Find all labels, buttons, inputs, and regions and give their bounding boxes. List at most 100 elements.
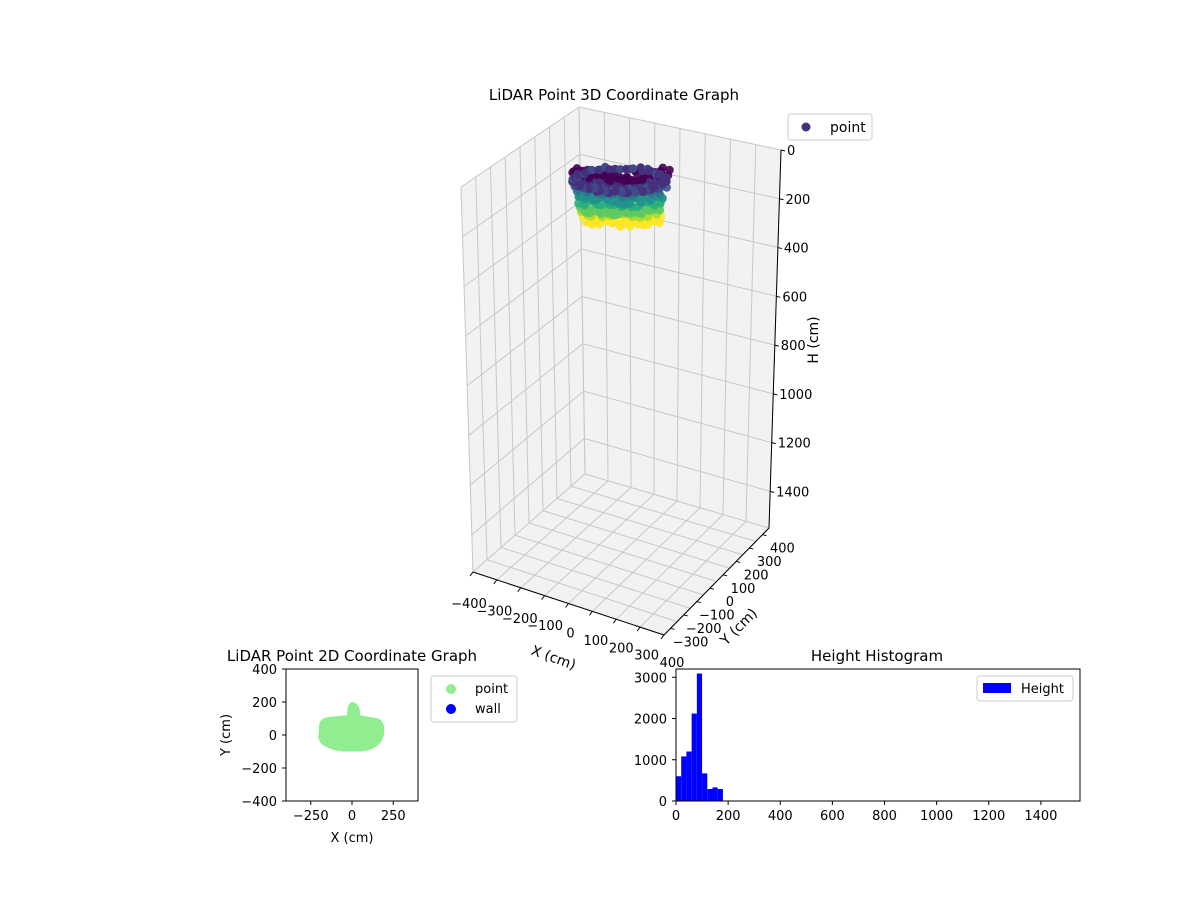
axis-spine-3d [472,149,782,636]
y-axis-label-2d: Y (cm) [219,714,234,757]
x-tick-label-2d: 250 [381,809,406,824]
y-tick [722,574,728,577]
y-tick-label-hist: 0 [659,795,667,810]
x-tick-label: −100 [527,619,563,634]
x-tick-label: −200 [502,612,538,627]
x-tick-label: 300 [634,649,659,664]
z-tick [771,442,776,445]
x-tick-label: −300 [477,604,513,619]
y-tick [736,560,741,563]
y-gridline [563,116,757,542]
z-tick-label: 0 [787,144,795,159]
legend-histogram-label: Height [1021,682,1064,697]
z-tick-label: 200 [785,193,810,208]
legend-2d-wall-marker [446,704,456,714]
x-tick-label-hist: 1000 [920,809,953,824]
y-tick-label-hist: 3000 [634,671,667,686]
z-tick [774,344,779,347]
x-tick-label-hist: 1400 [1024,809,1057,824]
y-tick-label-hist: 1000 [634,754,667,769]
z-tick [780,149,786,152]
z-tick [777,247,783,250]
y-gridline [490,166,691,609]
z-tick [776,295,781,298]
x-tick [493,579,498,585]
x-tick [588,611,593,616]
legend-histogram: Height [976,675,1074,702]
x-tick [469,571,474,577]
point-cluster-2d [318,702,385,752]
legend-histogram-box [976,675,1074,702]
y-tick-label: −100 [699,609,735,624]
histogram-bar [717,789,723,801]
x-tick-label: 400 [660,656,685,671]
point-3d [597,201,606,210]
ticks-histogram: 0 200 400 600 800 1000 1200 1400 0 1000 2000 3000 [634,671,1058,824]
z-axis-label: H (cm) [806,316,822,363]
histogram-bar [676,776,682,801]
legend-3d: point [787,113,873,141]
y-tick [670,627,675,630]
chart-3d: LiDAR Point 3D Coordinate Graph 02004006… [451,86,873,674]
histogram-bars [676,673,723,801]
y-tick-label: 0 [726,595,734,610]
legend-3d-point-marker [801,122,811,132]
z-tick-label: 400 [784,242,809,257]
z-tick [773,393,778,396]
y-tick [696,601,701,604]
z-tick-label: 1000 [779,388,812,403]
legend-2d: point wall [430,675,518,723]
histogram-bar [712,787,718,801]
histogram-bar [696,673,703,801]
x-axis-label: X (cm) [529,643,578,674]
y-tick-label: 100 [731,582,756,597]
ticks-2d: −250 0 250 400 200 0 −200 −400 [241,663,405,824]
y-tick-label: 400 [770,542,795,557]
point-cluster-2d-shape [318,702,385,752]
x-tick-label-hist: 0 [672,809,680,824]
x-tick [636,626,641,632]
histogram-bar [707,789,713,801]
x-tick [517,587,522,593]
z-tick-label: 600 [782,290,807,305]
x-axis-label-2d: X (cm) [331,831,374,846]
y-tick [683,614,688,617]
histogram-bar [686,751,692,801]
point-3d [658,163,667,172]
x-tick-label: 200 [609,641,634,656]
y-tick [762,534,767,537]
x-tick-label-hist: 400 [768,809,793,824]
z-tick [779,198,784,201]
chart-3d-title: LiDAR Point 3D Coordinate Graph [489,86,739,104]
z-tick-label: 1400 [776,485,809,500]
histogram-bar [702,773,708,801]
point-3d [622,172,631,181]
legend-2d-point-label: point [475,682,508,697]
y-gridline [504,156,704,596]
point-3d-rim [628,164,638,173]
z-tick-label: 800 [781,339,806,354]
histogram-bar [691,713,697,801]
chart-2d: LiDAR Point 2D Coordinate Graph −250 0 250… [219,647,518,846]
x-tick-label-hist: 200 [716,809,741,824]
chart-2d-title: LiDAR Point 2D Coordinate Graph [227,647,477,665]
y-tick-label: 200 [744,568,769,583]
y-tick [749,547,754,550]
y-gridline [475,176,678,623]
y-tick [709,587,715,590]
x-tick-label-hist: 1200 [972,809,1005,824]
y-tick-label: −200 [686,622,722,637]
y-tick-label-2d: −200 [241,762,277,777]
point-3d [665,165,674,175]
point-3d-rim [616,165,625,174]
x-tick-label-2d: 0 [348,809,356,824]
x-tick [565,603,569,608]
x-tick [612,618,617,624]
point-3d-rim [662,173,671,182]
x-tick-label-hist: 600 [820,809,845,824]
legend-2d-wall-label: wall [475,702,501,717]
histogram-bar [681,756,687,801]
legend-histogram-swatch [983,683,1011,693]
x-tick-label-hist: 800 [872,809,897,824]
y-gridline [578,106,770,529]
